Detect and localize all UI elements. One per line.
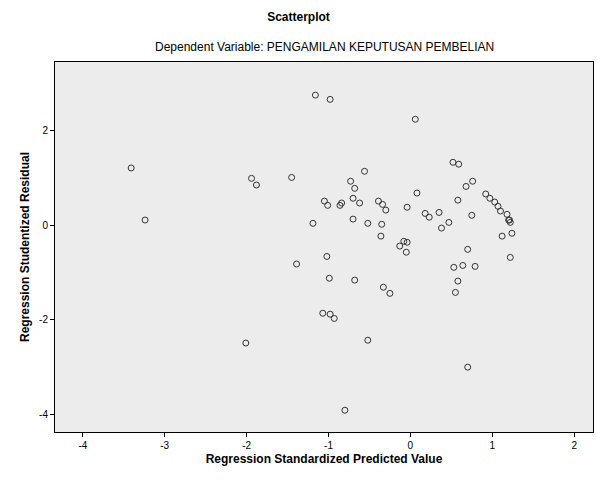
- svg-text:-4: -4: [39, 409, 48, 420]
- svg-text:0: 0: [42, 220, 48, 231]
- svg-text:-4: -4: [78, 440, 87, 451]
- svg-text:Scatterplot: Scatterplot: [267, 10, 330, 24]
- svg-text:0: 0: [408, 440, 414, 451]
- svg-text:Dependent Variable: PENGAMILAN: Dependent Variable: PENGAMILAN KEPUTUSAN…: [155, 40, 494, 54]
- svg-text:1: 1: [489, 440, 495, 451]
- svg-text:Regression Studentized Residua: Regression Studentized Residual: [18, 152, 32, 342]
- svg-text:-3: -3: [160, 440, 169, 451]
- svg-text:-2: -2: [39, 314, 48, 325]
- svg-text:2: 2: [42, 125, 48, 136]
- svg-text:2: 2: [571, 440, 577, 451]
- svg-text:-2: -2: [242, 440, 251, 451]
- svg-text:Regression Standardized Predic: Regression Standardized Predicted Value: [206, 452, 443, 466]
- svg-text:-1: -1: [324, 440, 333, 451]
